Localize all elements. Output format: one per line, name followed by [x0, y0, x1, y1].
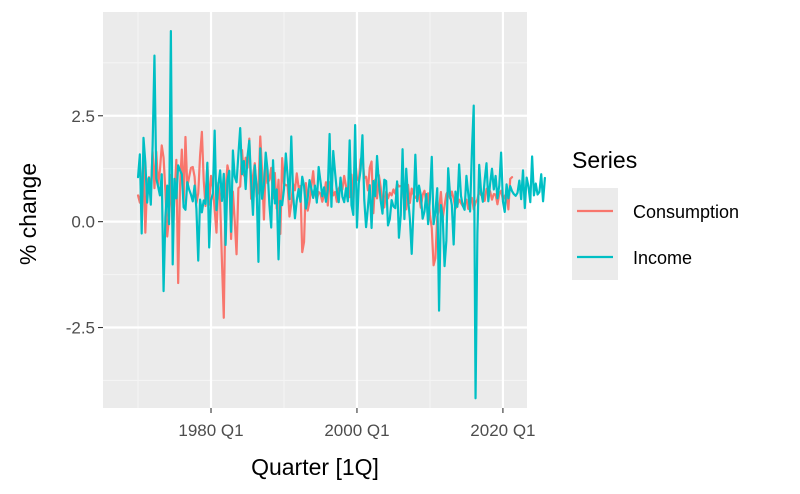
y-tick-label: 0.0	[71, 213, 95, 232]
y-tick-label: -2.5	[66, 319, 95, 338]
y-tick-label: 2.5	[71, 107, 95, 126]
x-tick-label: 2000 Q1	[324, 421, 389, 440]
y-axis: -2.5 0.0 2.5	[66, 107, 103, 338]
series-lines	[136, 29, 546, 400]
legend-label-income: Income	[633, 248, 692, 268]
x-tick-label: 1980 Q1	[178, 421, 243, 440]
x-axis: 1980 Q1 2000 Q1 2020 Q1	[178, 408, 536, 440]
major-gridlines	[103, 12, 527, 408]
x-tick-label: 2020 Q1	[470, 421, 535, 440]
series-line-income	[136, 29, 546, 400]
x-axis-title: Quarter [1Q]	[251, 454, 379, 480]
legend-label-consumption: Consumption	[633, 202, 739, 222]
y-axis-title: % change	[15, 163, 41, 265]
legend-title: Series	[572, 147, 637, 173]
legend: Series Consumption Income	[572, 147, 739, 280]
